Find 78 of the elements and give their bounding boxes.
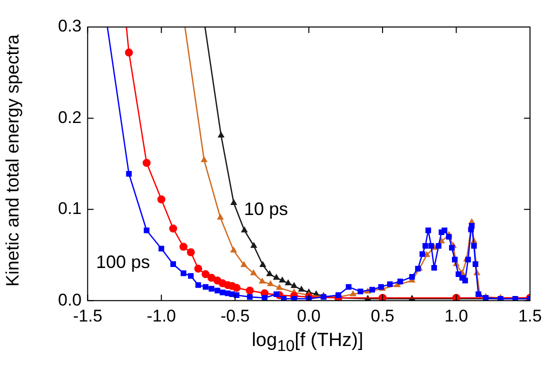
point — [230, 199, 238, 206]
point — [290, 282, 298, 288]
point — [274, 291, 280, 298]
point — [208, 286, 214, 292]
x-tick-label: 0.5 — [370, 306, 394, 326]
y-axis-title: Kinetic and total energy spectra — [2, 33, 24, 289]
point — [218, 132, 225, 138]
point — [247, 294, 253, 300]
point — [126, 171, 132, 177]
point — [170, 261, 176, 267]
point — [202, 284, 208, 290]
point — [346, 284, 352, 290]
point — [240, 226, 248, 232]
point — [471, 243, 477, 249]
point — [220, 290, 226, 296]
point — [462, 278, 468, 284]
x-tick-label: -1.0 — [146, 306, 176, 326]
point — [186, 248, 195, 256]
point — [195, 282, 202, 288]
point — [436, 243, 442, 249]
point — [291, 296, 297, 301]
point — [369, 286, 376, 292]
point — [258, 277, 266, 284]
y-tick-label: 0.3 — [58, 16, 82, 36]
point — [259, 261, 266, 268]
point — [200, 156, 208, 162]
point — [409, 274, 415, 280]
point — [124, 48, 133, 57]
point — [449, 244, 455, 251]
point — [446, 234, 452, 240]
annotation: 100 ps — [96, 252, 150, 273]
point — [266, 270, 274, 276]
annotation: 10 ps — [244, 199, 288, 220]
x-tick-label: 1.0 — [444, 306, 468, 326]
point — [452, 256, 458, 262]
point — [431, 264, 437, 271]
point — [397, 278, 404, 284]
point — [267, 280, 274, 286]
point — [246, 286, 254, 295]
x-tick-label: 1.5 — [518, 306, 542, 326]
x-tick-label: 0.0 — [296, 306, 321, 326]
point — [194, 264, 202, 273]
point — [142, 158, 151, 167]
point — [276, 284, 283, 290]
point — [207, 274, 216, 282]
point — [284, 279, 292, 286]
point — [180, 270, 186, 276]
y-tick-label: 0.2 — [58, 108, 82, 127]
point — [387, 281, 393, 288]
point — [214, 288, 220, 294]
point — [202, 270, 210, 278]
point — [232, 284, 241, 292]
point — [350, 290, 357, 296]
point — [250, 242, 258, 248]
x-tick-label: -0.5 — [220, 306, 250, 326]
point — [158, 246, 164, 252]
point — [188, 273, 194, 279]
point — [179, 242, 188, 251]
point — [425, 228, 432, 234]
point — [240, 261, 248, 268]
point — [358, 288, 364, 294]
point — [442, 228, 448, 234]
point — [428, 243, 434, 249]
point — [298, 286, 305, 292]
point — [230, 246, 238, 252]
point — [272, 274, 280, 280]
point — [169, 224, 178, 233]
point — [144, 228, 150, 234]
point — [278, 276, 286, 283]
y-tick-label: 0.1 — [58, 199, 82, 218]
point — [472, 261, 478, 267]
point — [234, 292, 240, 298]
x-axis-title: log$_{10}$[f (THz)] — [250, 330, 364, 356]
point — [250, 269, 257, 276]
point — [422, 243, 428, 249]
point — [157, 195, 166, 204]
point — [216, 214, 224, 220]
point — [420, 251, 426, 257]
